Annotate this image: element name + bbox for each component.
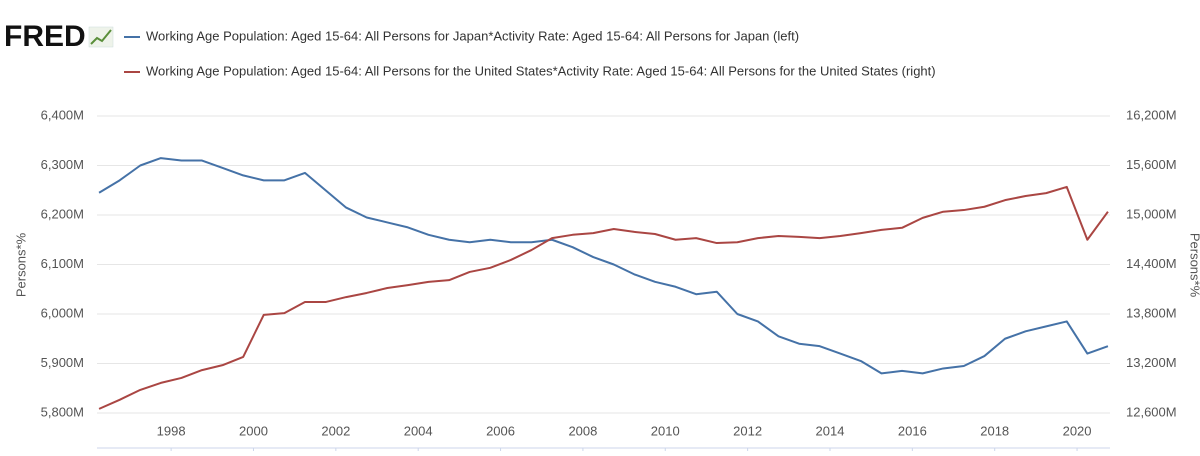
y-tick-label: 6,300M bbox=[41, 157, 84, 172]
x-tick-label: 2010 bbox=[651, 423, 680, 438]
x-tick-label: 2020 bbox=[1063, 423, 1092, 438]
legend-label: Working Age Population: Aged 15-64: All … bbox=[146, 28, 799, 43]
y-tick-label: 6,400M bbox=[41, 107, 84, 122]
y2-tick-label: 13,200M bbox=[1126, 355, 1177, 370]
y2-axis-title: Persons*% bbox=[1188, 233, 1200, 298]
x-tick-label: 2014 bbox=[816, 423, 845, 438]
x-tick-label: 2018 bbox=[980, 423, 1009, 438]
x-tick-label: 2016 bbox=[898, 423, 927, 438]
y2-tick-label: 16,200M bbox=[1126, 107, 1177, 122]
data-line bbox=[98, 157, 1109, 375]
x-tick-label: 1998 bbox=[157, 423, 186, 438]
data-line bbox=[98, 185, 1109, 410]
y2-tick-label: 12,600M bbox=[1126, 404, 1177, 419]
x-tick-label: 2000 bbox=[239, 423, 268, 438]
y2-tick-label: 15,600M bbox=[1126, 157, 1177, 172]
legend-label: Working Age Population: Aged 15-64: All … bbox=[146, 63, 936, 78]
y2-tick-label: 14,400M bbox=[1126, 256, 1177, 271]
x-tick-label: 2004 bbox=[404, 423, 433, 438]
x-tick-label: 2002 bbox=[321, 423, 350, 438]
logo: FRED bbox=[4, 20, 86, 53]
y-tick-label: 6,100M bbox=[41, 256, 84, 271]
x-tick-label: 2006 bbox=[486, 423, 515, 438]
x-tick-label: 2008 bbox=[568, 423, 597, 438]
y-tick-label: 5,900M bbox=[41, 355, 84, 370]
y-tick-label: 6,200M bbox=[41, 206, 84, 221]
logo-icon bbox=[88, 26, 114, 48]
y-axis-title: Persons*% bbox=[13, 232, 28, 297]
y2-tick-label: 13,800M bbox=[1126, 305, 1177, 320]
x-tick-label: 2012 bbox=[733, 423, 762, 438]
y2-tick-label: 15,000M bbox=[1126, 206, 1177, 221]
y-tick-label: 5,800M bbox=[41, 404, 84, 419]
y-tick-label: 6,000M bbox=[41, 305, 84, 320]
